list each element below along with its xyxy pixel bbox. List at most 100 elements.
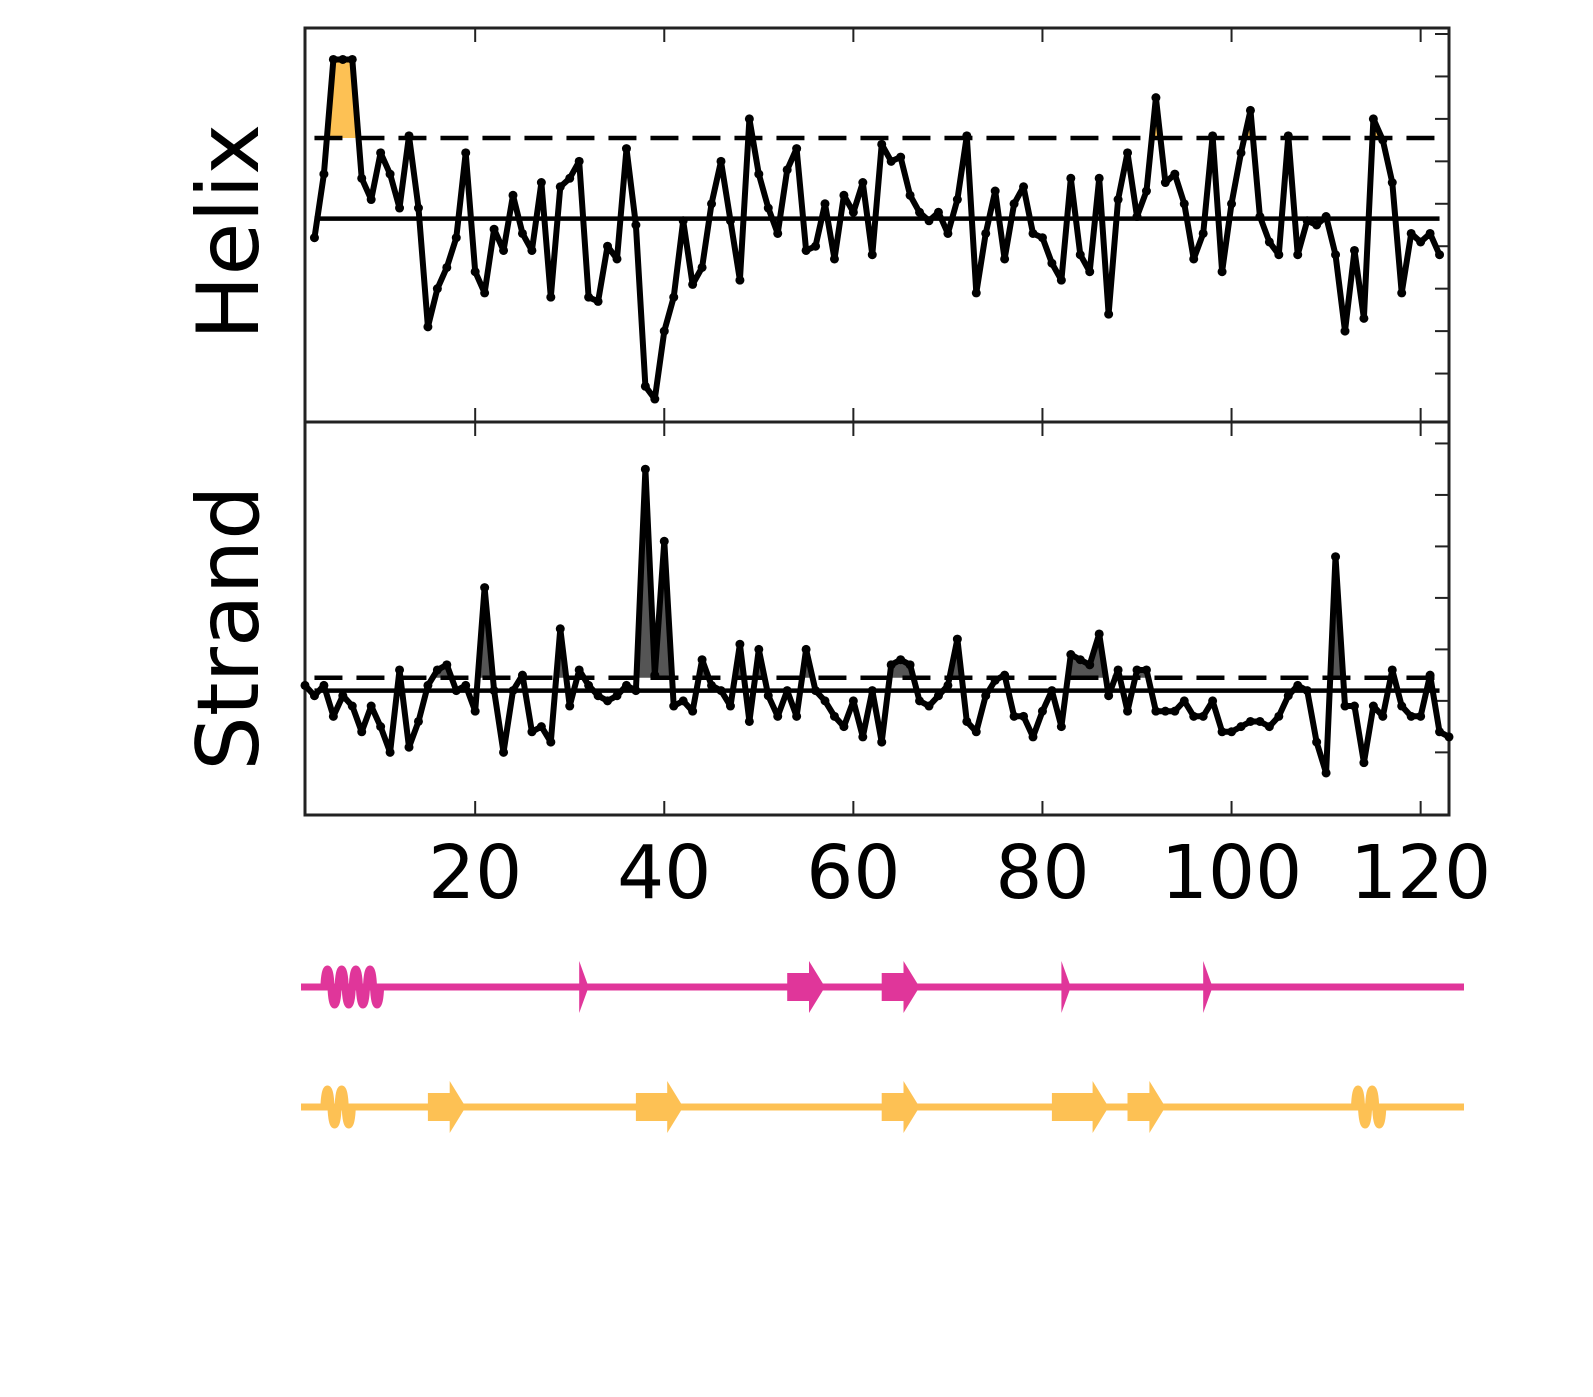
x-tick-label: 20	[428, 830, 522, 916]
data-point	[905, 190, 915, 200]
data-point	[508, 190, 518, 200]
data-point	[1170, 169, 1180, 179]
data-point	[480, 288, 490, 298]
data-point	[555, 182, 565, 192]
data-point	[366, 195, 376, 205]
data-point	[962, 716, 972, 726]
data-point	[1056, 722, 1066, 732]
data-point	[603, 696, 613, 706]
data-point	[1160, 178, 1170, 188]
secondary-structure-tracks	[301, 961, 1464, 1133]
data-point	[707, 680, 717, 690]
data-point	[1293, 680, 1303, 690]
data-point	[1312, 220, 1322, 230]
data-point	[877, 737, 887, 747]
data-point	[1179, 696, 1189, 706]
data-point	[811, 241, 821, 251]
data-point	[848, 696, 858, 706]
data-point	[376, 148, 386, 158]
data-point	[1321, 212, 1331, 222]
data-point	[1085, 660, 1095, 670]
data-point	[678, 696, 688, 706]
data-point	[309, 233, 319, 243]
data-point	[584, 680, 594, 690]
data-point	[603, 241, 613, 251]
data-point	[1000, 254, 1010, 264]
data-point	[858, 178, 868, 188]
data-point	[763, 203, 773, 213]
data-point	[933, 691, 943, 701]
data-point	[338, 54, 348, 64]
data-point	[1236, 722, 1246, 732]
data-point	[1151, 93, 1161, 103]
data-point	[1406, 711, 1416, 721]
strand-arrow	[881, 961, 920, 1013]
data-point	[319, 169, 329, 179]
data-point	[1189, 254, 1199, 264]
data-point	[1094, 173, 1104, 183]
data-point	[735, 639, 745, 649]
data-point	[971, 727, 981, 737]
data-point	[640, 464, 650, 474]
above-threshold-fill	[326, 59, 359, 138]
data-point	[1255, 716, 1265, 726]
data-point	[555, 624, 565, 634]
data-point	[1123, 148, 1133, 158]
helix-glyph	[1351, 1085, 1387, 1129]
data-point	[839, 190, 849, 200]
data-point	[1217, 267, 1227, 277]
data-point	[688, 706, 698, 716]
data-point	[924, 216, 934, 226]
data-point	[1019, 711, 1029, 721]
data-point	[640, 381, 650, 391]
data-point	[1160, 706, 1170, 716]
data-point	[1009, 711, 1019, 721]
data-point	[1435, 250, 1445, 260]
x-tick-label: 80	[995, 830, 1089, 916]
helix-glyph	[320, 1085, 356, 1129]
data-point	[1227, 199, 1237, 209]
data-point	[962, 131, 972, 141]
data-point	[413, 716, 423, 726]
data-point	[1028, 228, 1038, 238]
data-point	[499, 245, 509, 255]
data-point	[1264, 237, 1274, 247]
data-point	[1179, 199, 1189, 209]
data-point	[1349, 245, 1359, 255]
data-point	[574, 156, 584, 166]
x-axis-tick-labels: 20 40 60 80 100 120	[428, 830, 1491, 916]
x-tick-label: 40	[617, 830, 711, 916]
data-point	[536, 178, 546, 188]
data-point	[886, 156, 896, 166]
data-point	[1331, 552, 1341, 562]
data-point	[754, 169, 764, 179]
data-point	[915, 207, 925, 217]
data-point	[1047, 258, 1057, 268]
data-point	[867, 250, 877, 260]
data-point	[905, 660, 915, 670]
data-point	[773, 228, 783, 238]
data-point	[792, 711, 802, 721]
data-point	[1264, 722, 1274, 732]
data-point	[811, 686, 821, 696]
data-point	[404, 742, 414, 752]
data-point	[565, 173, 575, 183]
x-tick-label: 100	[1161, 830, 1302, 916]
data-point	[328, 711, 338, 721]
data-point	[1378, 711, 1388, 721]
data-point	[1028, 732, 1038, 742]
data-point	[621, 144, 631, 154]
data-point	[357, 727, 367, 737]
data-point	[470, 706, 480, 716]
data-point	[867, 686, 877, 696]
data-point	[593, 296, 603, 306]
data-point	[1189, 711, 1199, 721]
data-point	[309, 691, 319, 701]
data-point	[933, 207, 943, 217]
data-point	[432, 284, 442, 294]
series-line	[311, 56, 1443, 402]
data-point	[896, 655, 906, 665]
data-point	[1444, 732, 1454, 742]
data-point	[829, 711, 839, 721]
